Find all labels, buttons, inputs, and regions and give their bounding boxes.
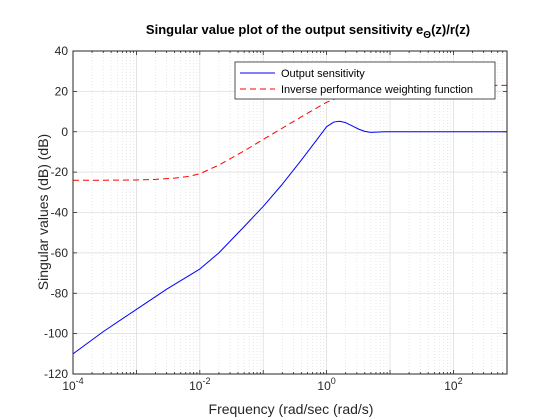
legend-box [234,61,496,100]
y-tick-label: -80 [51,286,69,300]
y-tick-label: -60 [51,246,69,260]
y-tick-label: 20 [55,84,69,98]
series-line-output-sensitivity [73,120,507,355]
chart-title: Singular value plot of the output sensit… [146,22,470,41]
chart-title-subscript: Θ [423,30,431,41]
y-tick-label: -100 [44,327,68,341]
x-axis-title: Frequency (rad/sec (rad/s) [209,401,374,417]
y-tick-label: 40 [55,44,69,58]
y-axis-title: Singular values (dB) (dB) [35,134,51,290]
chart-title-suffix: (z)/r(z) [431,22,470,37]
legend-label-output-sensitivity: Output sensitivity [281,68,365,80]
y-tick-label: -120 [44,367,68,381]
x-tick-label: 10-4 [62,376,83,393]
legend: Output sensitivity Inverse performance w… [234,61,496,100]
axis-ticks [72,50,508,375]
legend-label-inverse-weighting: Inverse performance weighting function [281,84,473,96]
y-tick-label: -40 [51,206,69,220]
x-tick-labels: 10-4 10-2 100 102 [62,376,462,393]
x-tick-label: 10-2 [189,376,210,393]
y-tick-labels: 40 20 0 -20 -40 -60 -80 -100 -120 [44,44,68,381]
y-tick-label: 0 [61,125,68,139]
x-tick-label: 102 [444,376,462,393]
y-tick-label: -20 [51,165,69,179]
x-tick-label: 100 [317,376,335,393]
